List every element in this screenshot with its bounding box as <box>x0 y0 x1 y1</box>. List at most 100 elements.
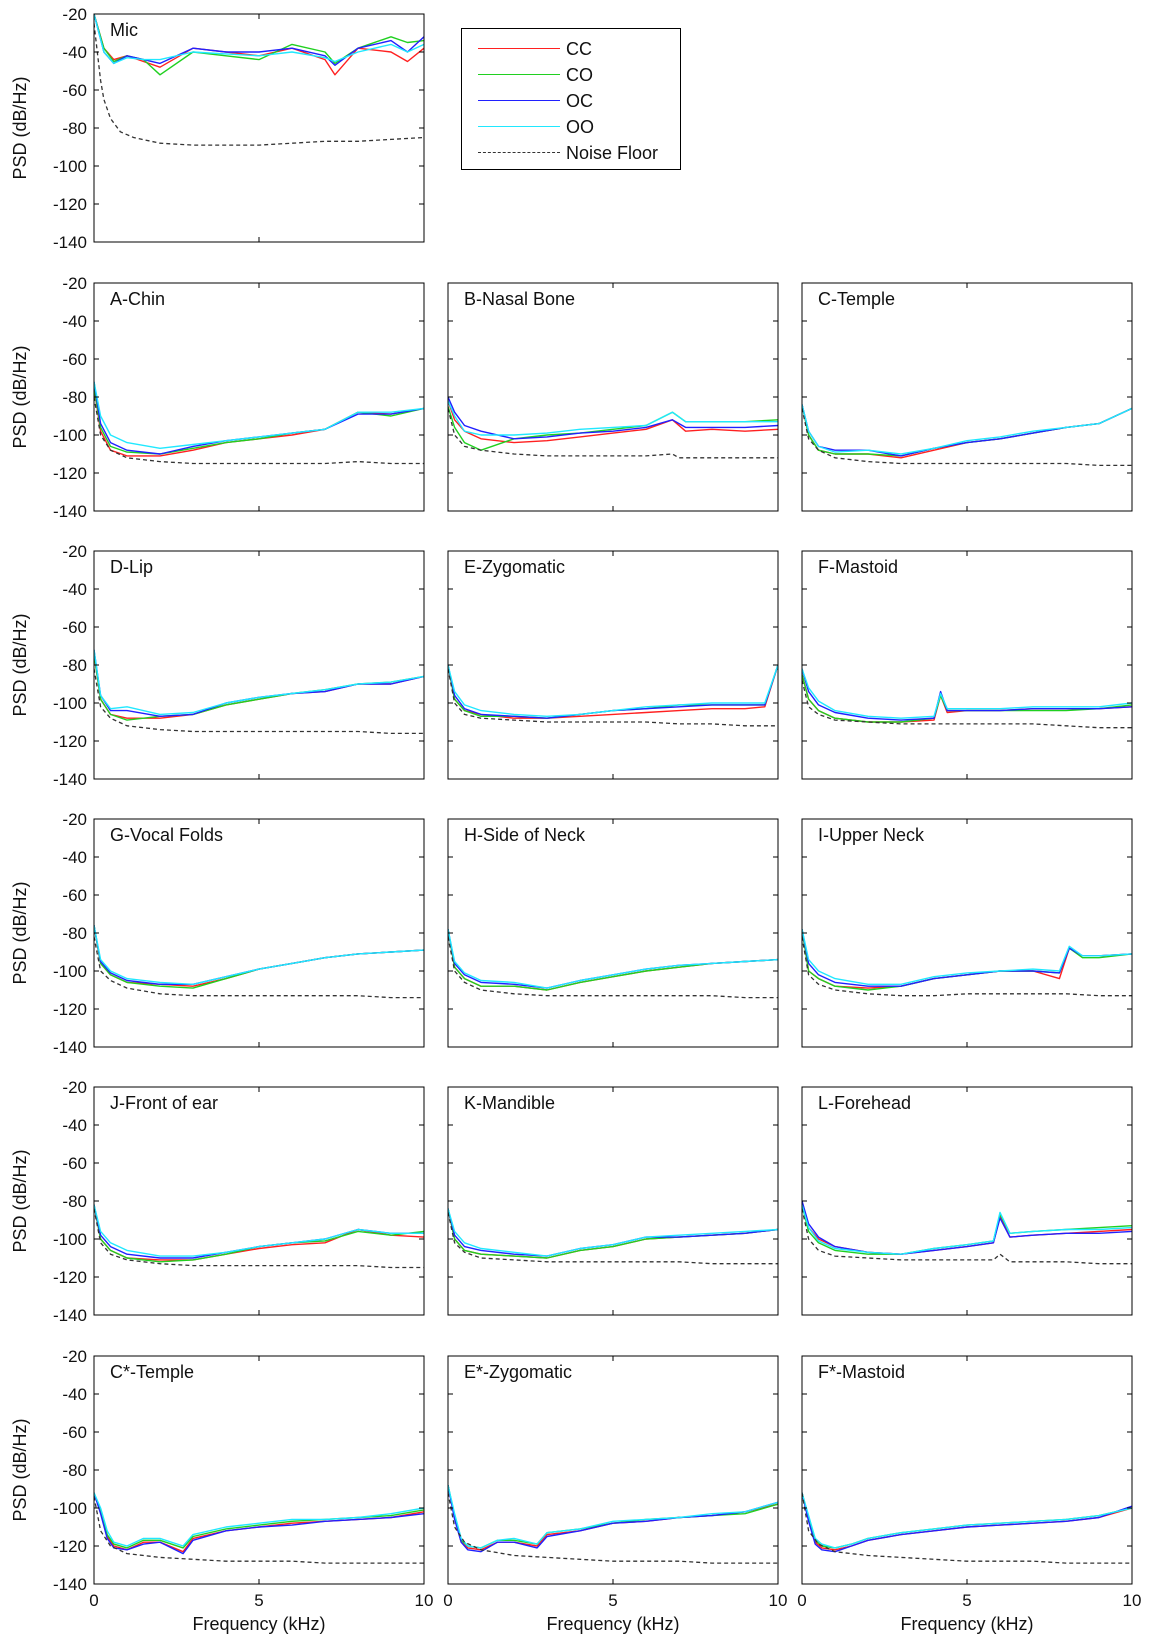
series-line-cc <box>94 1204 424 1261</box>
y-tick-label: -100 <box>53 694 87 713</box>
axes-frame <box>447 1355 779 1585</box>
series-line-noise-floor <box>448 668 778 727</box>
chart-panel: F-Mastoid <box>801 550 1133 780</box>
x-tick-label: 0 <box>797 1591 806 1610</box>
y-tick-label: -120 <box>53 1268 87 1287</box>
chart-panel: K-Mandible <box>447 1086 779 1316</box>
series-group <box>448 929 778 999</box>
y-axis-label: PSD (dB/Hz) <box>10 1418 30 1521</box>
y-axis-label: PSD (dB/Hz) <box>10 76 30 179</box>
x-tick-label: 5 <box>608 1591 617 1610</box>
series-line-co <box>448 406 778 451</box>
series-line-oo <box>802 1492 1132 1549</box>
y-tick-label: -20 <box>62 1078 87 1097</box>
series-line-oo <box>94 925 424 985</box>
legend-swatch <box>478 126 560 127</box>
series-group <box>94 381 424 465</box>
y-tick-label: -80 <box>62 119 87 138</box>
series-line-oo <box>94 649 424 716</box>
series-line-oc <box>802 404 1132 457</box>
series-line-oo <box>802 1204 1132 1255</box>
legend-swatch <box>478 100 560 101</box>
chart-panel: 0 5 10 E*-Zygomatic Frequency (kHz) <box>443 1355 788 1634</box>
legend-swatch <box>478 74 560 75</box>
x-tick-label: 10 <box>769 1591 788 1610</box>
panel-title: B-Nasal Bone <box>464 289 575 309</box>
y-tick-label: -60 <box>62 1154 87 1173</box>
series-line-co <box>94 14 424 76</box>
x-tick-label: 10 <box>1123 1591 1142 1610</box>
series-line-oo <box>448 664 778 717</box>
panel-title: A-Chin <box>110 289 165 309</box>
panel-title: L-Forehead <box>818 1093 911 1113</box>
axes-frame <box>801 1355 1133 1585</box>
y-tick-label: -120 <box>53 464 87 483</box>
axes-frame <box>93 1086 425 1316</box>
y-tick-label: -60 <box>62 1423 87 1442</box>
y-tick-label: -60 <box>62 81 87 100</box>
panel-title: Mic <box>110 20 138 40</box>
series-line-noise-floor <box>94 23 424 146</box>
legend-label: Noise Floor <box>566 143 659 163</box>
chart-panel: -20 -40 -60 -80 -100 -120 -140 G-Vocal Folds PSD… <box>10 810 425 1057</box>
panel-title: I-Upper Neck <box>818 825 925 845</box>
chart-panel: B-Nasal Bone <box>447 282 779 512</box>
series-line-oc <box>448 396 778 440</box>
y-tick-label: -100 <box>53 1230 87 1249</box>
chart-panel: 0 5 10 F*-Mastoid Frequency (kHz) <box>797 1355 1142 1634</box>
y-tick-label: -80 <box>62 388 87 407</box>
y-tick-label: -140 <box>53 1575 87 1594</box>
series-line-oo <box>94 1492 424 1547</box>
y-tick-label: -20 <box>62 542 87 561</box>
series-group <box>802 929 1132 997</box>
panel-title: E*-Zygomatic <box>464 1362 572 1382</box>
panel-title: E-Zygomatic <box>464 557 565 577</box>
legend-label: OC <box>566 91 593 111</box>
axes-frame <box>93 282 425 512</box>
panel-title: C-Temple <box>818 289 895 309</box>
series-line-co <box>94 387 424 455</box>
panel-title: H-Side of Neck <box>464 825 586 845</box>
series-group <box>802 1200 1132 1265</box>
series-line-co <box>802 404 1132 457</box>
series-group <box>94 649 424 735</box>
legend-swatch <box>478 48 560 49</box>
y-tick-label: -120 <box>53 732 87 751</box>
series-line-noise-floor <box>802 1492 1132 1564</box>
series-line-co <box>94 1492 424 1549</box>
chart-panel: -20 -40 -60 -80 -100 -120 -140 A-Chin PSD (dB/Hz… <box>10 274 425 521</box>
y-tick-label: -120 <box>53 1537 87 1556</box>
axes-frame <box>447 1086 779 1316</box>
y-tick-label: -80 <box>62 656 87 675</box>
series-line-cc <box>94 925 424 987</box>
y-axis-label: PSD (dB/Hz) <box>10 345 30 448</box>
axes-frame <box>801 282 1133 512</box>
x-axis-label: Frequency (kHz) <box>192 1614 325 1634</box>
series-group <box>802 668 1132 729</box>
series-line-noise-floor <box>802 936 1132 997</box>
legend-item: Noise Floor <box>462 141 682 165</box>
y-tick-label: -120 <box>53 195 87 214</box>
series-line-oc <box>802 1200 1132 1255</box>
panel-title: J-Front of ear <box>110 1093 218 1113</box>
panel-title: D-Lip <box>110 557 153 577</box>
series-line-oc <box>94 1492 424 1555</box>
chart-panel: C-Temple <box>801 282 1133 512</box>
y-tick-label: -140 <box>53 1038 87 1057</box>
series-line-oc <box>802 1492 1132 1553</box>
panel-title: F*-Mastoid <box>818 1362 905 1382</box>
chart-panel: L-Forehead <box>801 1086 1133 1316</box>
y-tick-label: -80 <box>62 1192 87 1211</box>
x-axis-label: Frequency (kHz) <box>546 1614 679 1634</box>
series-line-oo <box>94 381 424 449</box>
y-tick-label: -100 <box>53 962 87 981</box>
series-line-noise-floor <box>448 936 778 999</box>
legend-label: OO <box>566 117 595 137</box>
y-tick-label: -140 <box>53 770 87 789</box>
series-line-oc <box>448 929 778 989</box>
series-line-noise-floor <box>94 1496 424 1564</box>
y-tick-label: -100 <box>53 426 87 445</box>
legend-label: CO <box>566 65 593 85</box>
legend-label: CC <box>566 39 592 59</box>
